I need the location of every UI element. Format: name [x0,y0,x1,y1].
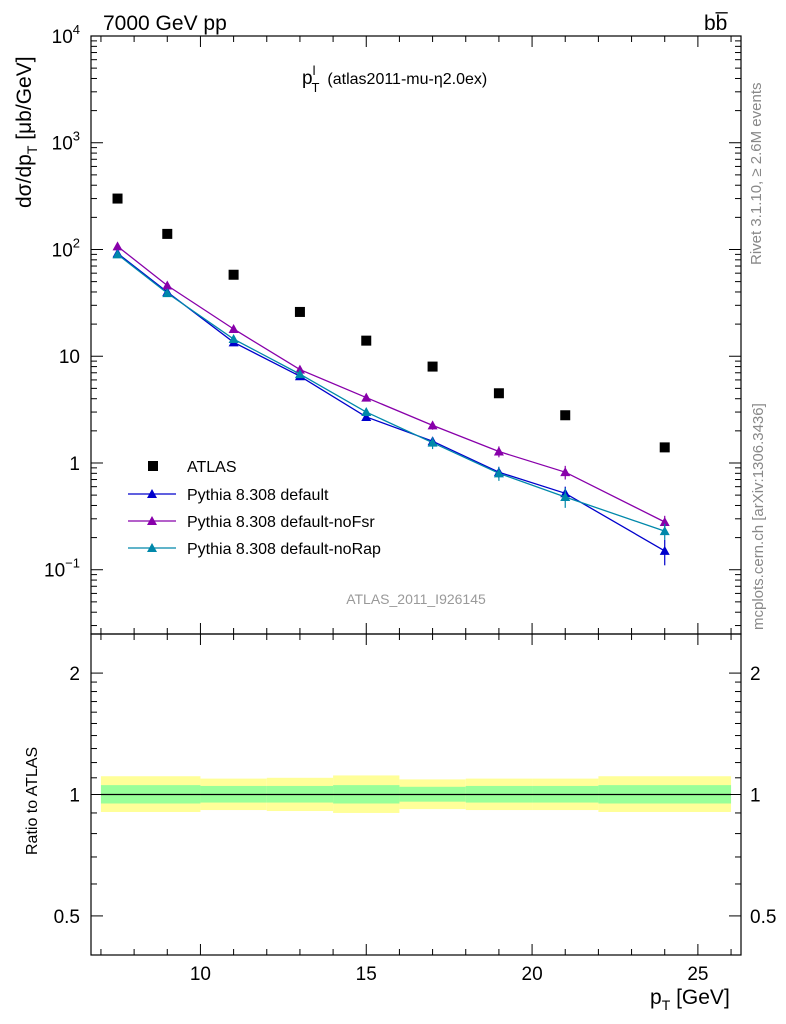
x-tick-label: 20 [522,964,543,985]
ratio-y-tick-label: 0.5 [54,907,80,928]
plot-title-base: p [302,68,313,89]
ratio-y-tick-label-right: 1 [750,786,761,807]
legend-entry-atlas: ATLAS [148,459,237,476]
data-point-noFsr [294,364,305,374]
legend-marker-nofsr [147,516,157,525]
data-point-atlas [493,388,504,399]
x-axis-label-rest: [GeV] [670,986,730,1009]
data-point-noRap [493,468,504,478]
legend-entry-nofsr: Pythia 8.308 default-noFsr [128,514,375,531]
header-energy-label: 7000 GeV pp [103,12,227,35]
data-point-noRap [361,407,372,417]
main-y-tick-label-base: 10 [52,240,73,261]
data-point-noFsr [659,516,670,526]
data-point-noRap [560,492,571,502]
legend-label-nofsr: Pythia 8.308 default-noFsr [187,514,375,531]
data-point-noFsr [162,280,173,290]
legend-marker-default [147,489,157,498]
data-point-noRap [659,526,670,536]
series-noRap [112,249,670,540]
data-point-atlas [228,269,239,280]
legend-marker-norap [147,543,157,552]
data-point-atlas [162,228,173,239]
x-axis-label-sub: T [662,997,671,1013]
analysis-label: ATLAS_2011_I926145 [346,591,486,607]
ratio-y-tick-label-right: 0.5 [750,907,776,928]
main-y-tick-label: 104 [52,22,80,48]
data-point-atlas [294,306,305,317]
ratio-band-group [100,775,732,813]
header-process-label: bb̅ [704,12,729,35]
x-tick-label: 25 [687,964,708,985]
main-y-axis-label-b: [μb/GeV] [13,56,36,145]
main-y-tick-label: 1 [69,454,80,475]
data-point-noFsr [112,241,123,251]
legend-label-norap: Pythia 8.308 default-noRap [187,541,381,558]
plot-title-sup: l [313,63,316,78]
data-point-atlas [112,193,123,204]
data-point-noFsr [560,467,571,477]
main-y-tick-label-base: 10 [52,134,73,155]
side-rivet-label: Rivet 3.1.10, ≥ 2.6M events [748,83,765,266]
x-axis-label: pT [GeV] [650,986,730,1013]
ratio-y-tick-label: 1 [69,786,80,807]
series-line-default [117,252,666,552]
main-y-tick-label: 10 [59,347,80,368]
ratio-y-axis-label: Ratio to ATLAS [24,747,41,855]
legend-marker-atlas [148,461,158,471]
plot-title-rest: (atlas2011-mu-η2.0ex) [327,71,487,88]
plot-title: pl T (atlas2011-mu-η2.0ex) [302,63,487,95]
main-y-tick-label-base: 10 [52,27,73,48]
ratio-y-tick-label: 2 [69,664,80,685]
main-y-tick-label: 10−1 [44,556,80,582]
main-y-axis-label: dσ/dpT [μb/GeV] [13,56,40,208]
data-point-atlas [361,335,372,346]
main-y-tick-label: 102 [52,235,80,261]
ratio-axes: 10 15 20 25 0.5 0.5 1 1 2 2 [54,634,776,985]
data-point-noFsr [361,392,372,402]
x-tick-label: 10 [190,964,211,985]
series-noFsr [112,241,670,530]
main-y-tick-label-exp: 2 [73,235,80,250]
side-mcplots-label: mcplots.cern.ch [arXiv:1306.3436] [750,403,767,630]
legend-entry-default: Pythia 8.308 default [128,487,329,504]
main-y-tick-label-exp: 4 [73,22,80,37]
data-point-atlas [659,442,670,453]
plot-title-sub: T [311,80,319,95]
main-y-tick-label-exp: 3 [73,129,80,144]
data-point-atlas [427,361,438,372]
ratio-frame [90,633,742,956]
data-point-default [659,545,670,555]
data-point-noRap [112,249,123,259]
series-line-noFsr [117,245,666,523]
data-point-default [361,411,372,421]
data-point-atlas [560,410,571,421]
main-y-axis-label-sub: T [24,145,40,154]
data-point-noRap [294,369,305,379]
legend-label-atlas: ATLAS [187,459,237,476]
series-atlas [112,193,670,453]
data-point-noRap [162,288,173,298]
x-axis-label-base: p [650,986,662,1009]
main-y-tick-label-exp: −1 [65,556,80,571]
legend: ATLAS Pythia 8.308 default Pythia 8.308 … [128,459,381,558]
data-point-noRap [427,437,438,447]
main-y-tick-label: 103 [52,129,80,155]
ratio-y-tick-label-right: 2 [750,664,761,685]
main-y-axis-label-a: dσ/dp [13,154,36,208]
data-point-noRap [228,334,239,344]
data-point-noFsr [228,323,239,333]
legend-label-default: Pythia 8.308 default [187,487,329,504]
data-point-noFsr [427,420,438,430]
main-series-group [112,193,670,566]
x-tick-label: 15 [356,964,377,985]
legend-entry-norap: Pythia 8.308 default-noRap [128,541,381,558]
ratio-panel: 10 15 20 25 0.5 0.5 1 1 2 2 Ratio to ATLAS pT [Ge… [24,633,776,1013]
data-point-noFsr [493,446,504,456]
main-y-tick-label-base: 10 [44,561,65,582]
